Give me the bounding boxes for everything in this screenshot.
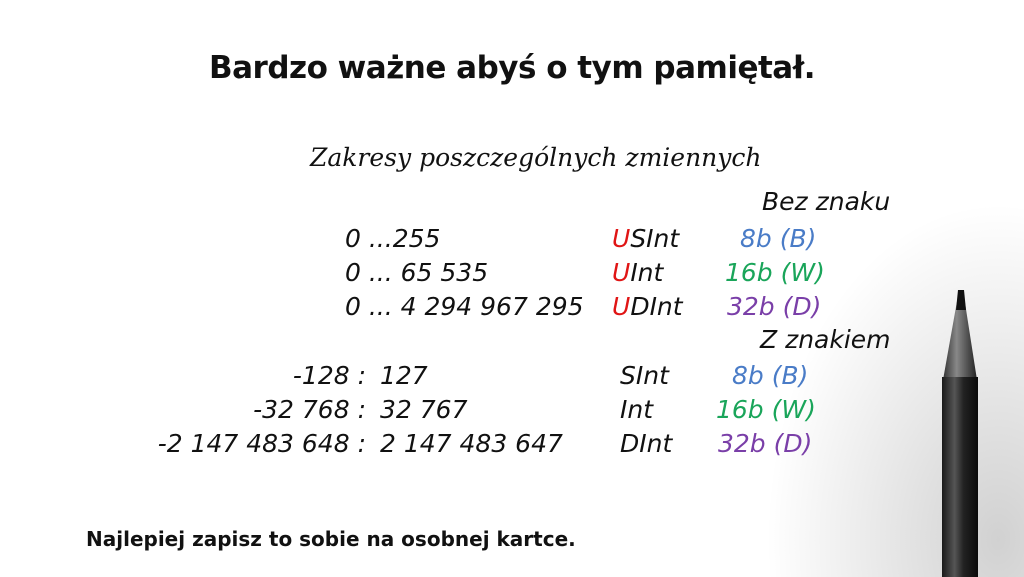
signed-max-0: 127 bbox=[380, 361, 428, 390]
type-name: SInt bbox=[630, 224, 680, 253]
size-16b: 16b (W) bbox=[725, 258, 825, 287]
size-8b: 8b (B) bbox=[732, 361, 809, 390]
slide-title: Bardzo ważne abyś o tym pamiętał. bbox=[209, 50, 816, 86]
signed-heading: Z znakiem bbox=[760, 325, 891, 354]
signed-min-0: -128 : bbox=[292, 361, 366, 390]
type-name: Int bbox=[630, 258, 664, 287]
size-16b: 16b (W) bbox=[716, 395, 816, 424]
unsigned-range-2: 0 ... 4 294 967 295 bbox=[345, 292, 584, 321]
signed-min-2: -2 147 483 648 : bbox=[157, 429, 366, 458]
slide-subtitle: Zakresy poszczególnych zmiennych bbox=[310, 143, 762, 172]
type-int: Int bbox=[620, 395, 654, 424]
size-32b: 32b (D) bbox=[718, 429, 813, 458]
type-prefix: U bbox=[612, 292, 631, 321]
type-prefix: U bbox=[612, 258, 631, 287]
type-uint: UInt bbox=[612, 258, 663, 287]
type-prefix: U bbox=[612, 224, 631, 253]
signed-min-1: -32 768 : bbox=[253, 395, 366, 424]
unsigned-range-0: 0 ...255 bbox=[345, 224, 441, 253]
type-usint: USInt bbox=[612, 224, 679, 253]
unsigned-range-1: 0 ... 65 535 bbox=[345, 258, 489, 287]
signed-max-1: 32 767 bbox=[380, 395, 468, 424]
footer-note: Najlepiej zapisz to sobie na osobnej kar… bbox=[86, 527, 576, 551]
pencil-icon bbox=[942, 290, 978, 577]
size-32b: 32b (D) bbox=[727, 292, 822, 321]
size-8b: 8b (B) bbox=[740, 224, 817, 253]
type-name: DInt bbox=[630, 292, 683, 321]
signed-max-2: 2 147 483 647 bbox=[380, 429, 563, 458]
type-sint: SInt bbox=[620, 361, 669, 390]
unsigned-heading: Bez znaku bbox=[762, 187, 891, 216]
pencil-shadow bbox=[764, 200, 1024, 577]
type-dint: DInt bbox=[620, 429, 673, 458]
type-udint: UDInt bbox=[612, 292, 683, 321]
